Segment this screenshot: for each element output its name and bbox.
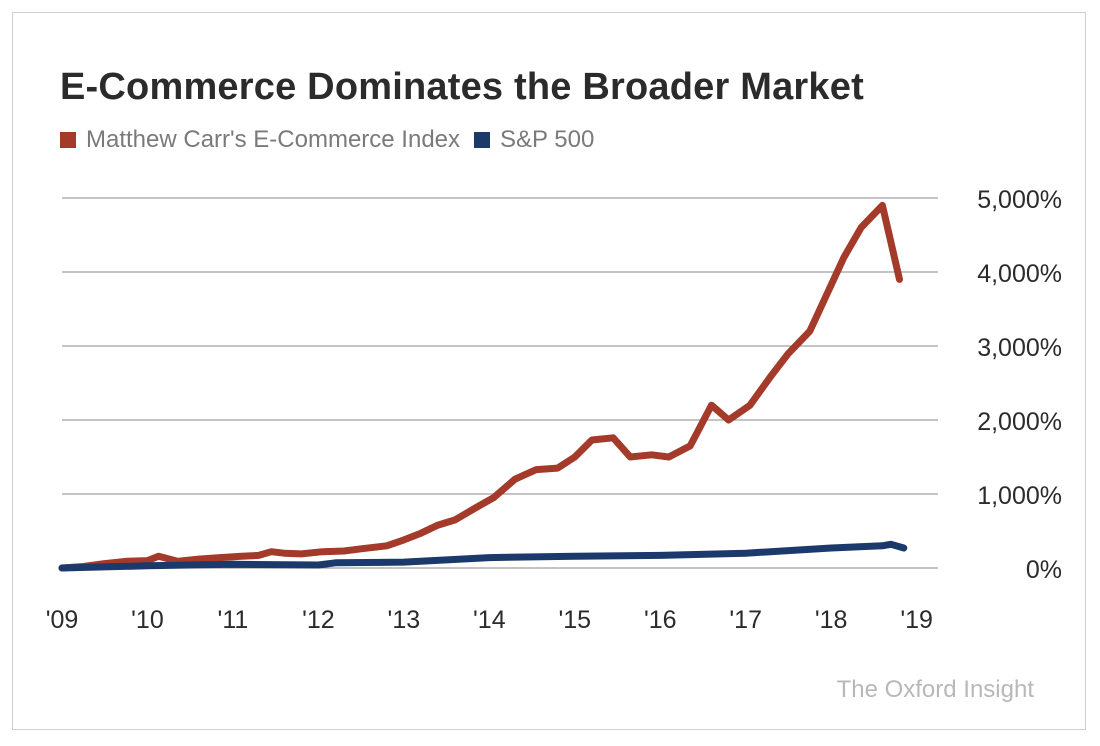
series-line-ecommerce-index (58, 201, 903, 572)
series-line-sp500 (58, 540, 908, 572)
y-tick-label: 1,000% (977, 482, 1062, 510)
y-tick-label: 5,000% (977, 186, 1062, 214)
legend-label-sp500: S&P 500 (500, 126, 595, 153)
source-credit: The Oxford Insight (836, 676, 1034, 703)
x-tick-label: '13 (388, 606, 421, 634)
x-tick-label: '11 (218, 606, 249, 634)
x-tick-label: '09 (46, 606, 79, 634)
legend-label-index: Matthew Carr's E-Commerce Index (86, 126, 461, 153)
x-tick-label: '16 (644, 606, 677, 634)
chart-legend: Matthew Carr's E-Commerce Index S&P 500 (60, 126, 608, 154)
chart-frame (12, 12, 1086, 730)
x-tick-label: '19 (900, 606, 933, 634)
chart-title: E-Commerce Dominates the Broader Market (60, 66, 864, 108)
y-tick-label: 3,000% (977, 334, 1062, 362)
x-tick-label: '14 (473, 606, 506, 634)
legend-item-sp500: S&P 500 (474, 126, 594, 154)
x-tick-label: '18 (815, 606, 848, 634)
legend-swatch-index (60, 132, 76, 148)
y-tick-label: 2,000% (977, 408, 1062, 436)
x-tick-label: '10 (131, 606, 164, 634)
legend-swatch-sp500 (474, 132, 491, 148)
y-tick-label: 4,000% (977, 260, 1062, 288)
legend-item-index: Matthew Carr's E-Commerce Index (60, 126, 460, 154)
x-tick-label: '15 (558, 606, 591, 634)
x-tick-label: '17 (729, 606, 762, 634)
y-tick-label: 0% (1026, 556, 1062, 584)
x-tick-label: '12 (302, 606, 335, 634)
